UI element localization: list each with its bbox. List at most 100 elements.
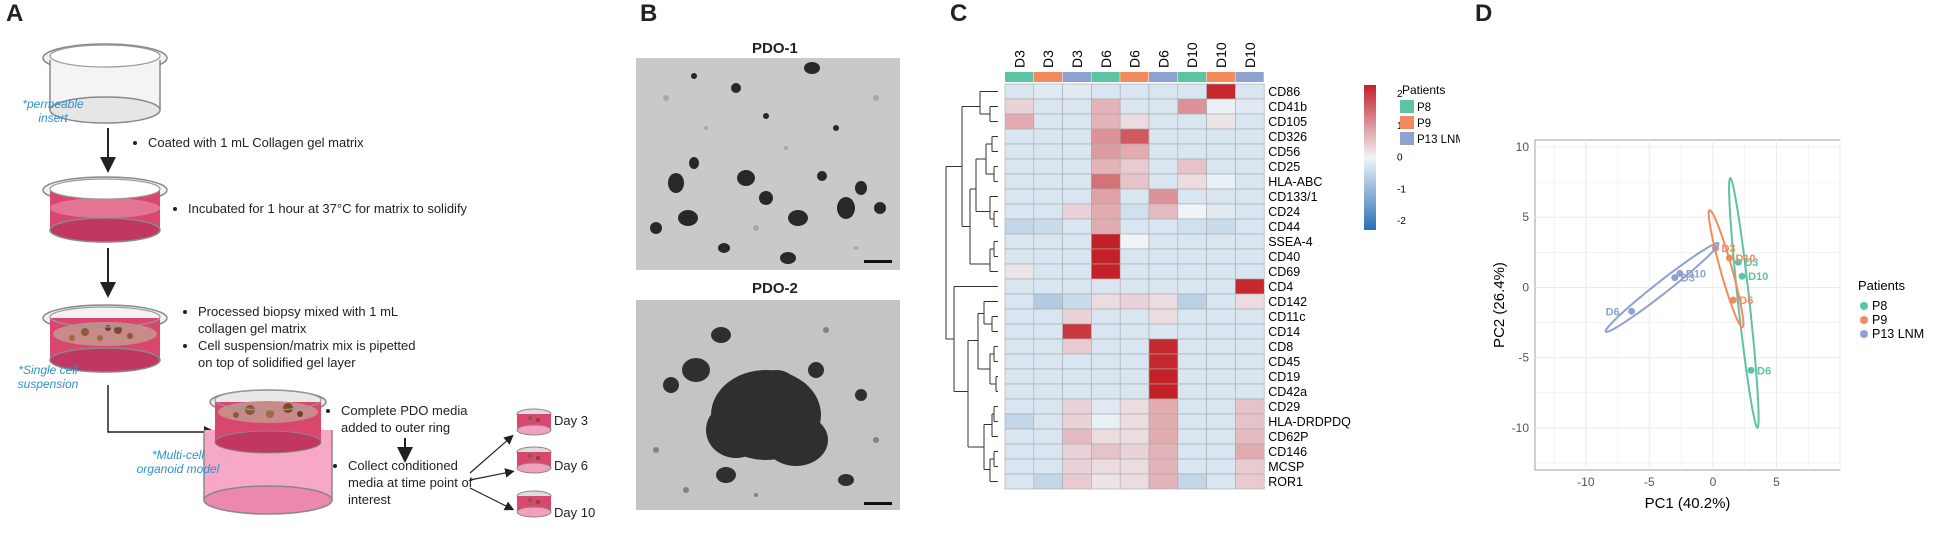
heatmap-cell [1033, 128, 1063, 145]
heatmap-cell [1033, 308, 1063, 325]
well-day10 [516, 490, 552, 518]
heatmap-cell [1004, 173, 1035, 190]
pca-plot-area [1534, 139, 1841, 471]
heatmap-cell [1091, 323, 1121, 340]
heatmap-cell [1091, 263, 1121, 280]
heatmap-cell [1033, 143, 1063, 160]
heatmap-col-label: D6 [1155, 50, 1171, 68]
heatmap-cell [1177, 173, 1207, 190]
note-single-cell: *Single cell suspension [17, 363, 79, 391]
heatmap-cell [1091, 188, 1121, 205]
heatmap-row-label: CD14 [1268, 325, 1300, 339]
heatmap-cell [1177, 233, 1207, 250]
heatmap-cell [1206, 398, 1236, 415]
heatmap-cell [1177, 353, 1207, 370]
heatmap-cell [1033, 398, 1063, 415]
heatmap-cell [1177, 323, 1207, 340]
heatmap-row-label: CD69 [1268, 265, 1300, 279]
heatmap-row-label: MCSP [1268, 460, 1304, 474]
heatmap-row-label: HLA-ABC [1268, 175, 1322, 189]
heatmap-col-label: D3 [1011, 50, 1027, 68]
heatmap-cell [1033, 188, 1063, 205]
heatmap-cell [1062, 218, 1092, 235]
heatmap-cell [1177, 443, 1207, 460]
heatmap-cell [1033, 278, 1063, 295]
heatmap-cell [1206, 98, 1236, 115]
heatmap-cell [1177, 308, 1207, 325]
heatmap-cell [1177, 428, 1207, 445]
heatmap-col-annotation [1033, 72, 1063, 82]
pca-x-tick: 0 [1710, 475, 1717, 489]
pca-y-axis-label: PC2 (26.4%) [1491, 262, 1508, 348]
heatmap-col-annotation [1206, 72, 1235, 82]
heatmap-row-label: CD11c [1268, 310, 1305, 324]
heatmap-cell [1235, 203, 1265, 220]
heatmap-row-label: CD142 [1268, 295, 1307, 309]
heatmap-cell [1206, 248, 1236, 265]
day-label-10: Day 10 [554, 505, 596, 520]
heatmap-cell [1235, 458, 1265, 475]
heatmap-cell [1033, 473, 1063, 490]
heatmap-cell [1062, 473, 1092, 490]
pca-point-label: D10 [1735, 253, 1755, 265]
heatmap-cell [1033, 323, 1063, 340]
pca-x-tick: -10 [1577, 475, 1595, 489]
heatmap-cell [1062, 293, 1092, 310]
heatmap-cell [1033, 443, 1063, 460]
heatmap-cell [1091, 458, 1121, 475]
heatmap-cell [1177, 413, 1207, 430]
heatmap-cell [1177, 263, 1207, 280]
heatmap-cell [1004, 263, 1035, 280]
heatmap-cell [1004, 83, 1035, 100]
heatmap-cell [1177, 218, 1207, 235]
heatmap-cell [1119, 458, 1150, 475]
heatmap-cell [1177, 98, 1207, 115]
heatmap-row-label: CD45 [1268, 355, 1300, 369]
heatmap-cell [1091, 203, 1121, 220]
heatmap-cell [1206, 293, 1236, 310]
heatmap-cell [1091, 128, 1121, 145]
pca-legend-marker [1860, 302, 1868, 310]
pca-point [1738, 272, 1746, 280]
heatmap-cell [1062, 188, 1092, 205]
heatmap-cell [1148, 473, 1179, 490]
heatmap-row-label: CD326 [1268, 130, 1307, 144]
color-scale-tick: -2 [1397, 216, 1406, 227]
heatmap-cell [1235, 338, 1265, 355]
heatmap-cell [1062, 203, 1092, 220]
heatmap-row-label: HLA-DRDPDQ [1268, 415, 1351, 429]
heatmap-row-label: CD42a [1268, 385, 1307, 399]
heatmap-cell [1235, 428, 1265, 445]
heatmap-cell [1091, 443, 1121, 460]
heatmap-cell [1062, 443, 1092, 460]
heatmap-cell [1119, 443, 1150, 460]
heatmap-cell [1091, 413, 1121, 430]
heatmap-cell [1148, 383, 1179, 400]
pca-point-label: D6 [1739, 295, 1753, 307]
insert-organoid-well [203, 389, 333, 515]
heatmap-row-label: CD44 [1268, 220, 1300, 234]
heatmap-cell [1148, 278, 1179, 295]
heatmap-cell [1148, 233, 1179, 250]
heatmap-cell [1033, 458, 1063, 475]
heatmap-cell [1206, 323, 1236, 340]
heatmap-cell [1206, 443, 1236, 460]
heatmap-cell [1206, 278, 1236, 295]
heatmap-cell [1177, 398, 1207, 415]
heatmap-cell [1148, 173, 1179, 190]
heatmap-cell [1119, 383, 1150, 400]
heatmap-col-annotation [1177, 72, 1207, 82]
heatmap-cell [1148, 158, 1179, 175]
color-scale-bar [1364, 85, 1376, 230]
heatmap-cell [1062, 383, 1092, 400]
heatmap-cell [1206, 383, 1236, 400]
heatmap-cell [1177, 128, 1207, 145]
heatmap-cell [1206, 338, 1236, 355]
heatmap-cell [1033, 233, 1063, 250]
pca-confidence-ellipse [1707, 209, 1745, 329]
heatmap-cell [1062, 158, 1092, 175]
heatmap-row-label: CD25 [1268, 160, 1300, 174]
heatmap-cell [1177, 293, 1207, 310]
pca-legend-label: P13 LNM [1872, 327, 1924, 341]
